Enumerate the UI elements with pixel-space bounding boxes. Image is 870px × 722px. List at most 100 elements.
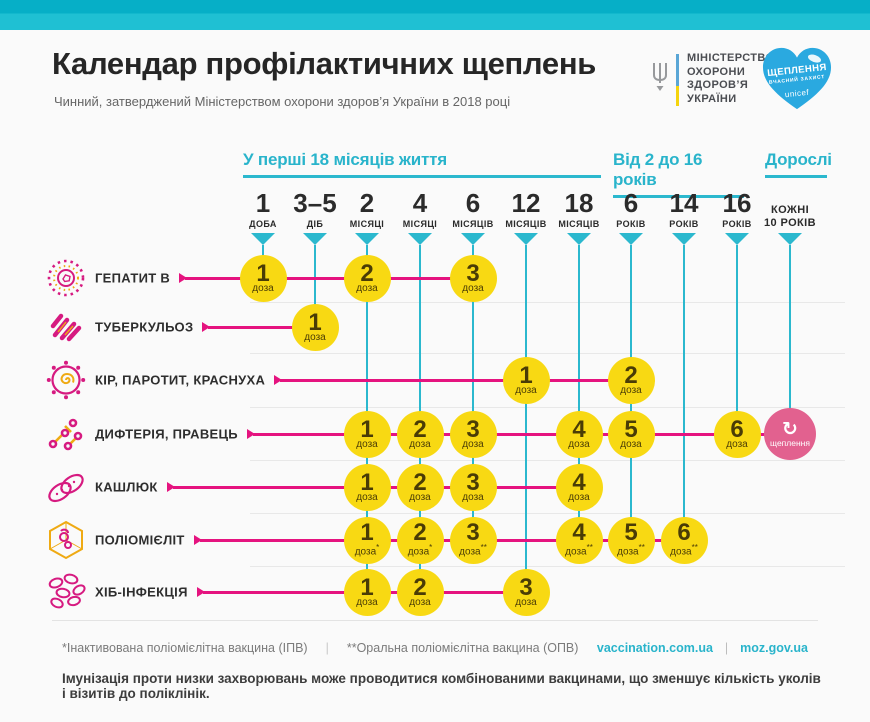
dose-circle: 1 доза* [343,516,391,564]
column-timeline-line [314,245,316,327]
dose-circle: 3 доза [502,568,550,616]
dose-number: 3 [466,468,480,496]
column-marker-triangle-icon [567,233,591,245]
dose-circle: 4 доза** [555,516,603,564]
row-connector-line [208,325,315,329]
column-value: 6 [623,188,639,218]
ministry-name: МІНІСТЕРСТВО ОХОРОНИ ЗДОРОВ’Я УКРАЇНИ [687,52,775,105]
dose-label: доза [568,491,590,503]
dose-number: 4 [572,415,586,443]
dose-label: доза** [565,543,593,558]
column-marker-triangle-icon [461,233,485,245]
dose-circle: 3 доза** [449,516,497,564]
pertussis-bacteria-icon [44,465,88,509]
footnote-divider: | [325,641,329,655]
column-marker-triangle-icon [778,233,802,245]
dose-circle: 2 доза* [396,516,444,564]
column-unit: МІСЯЦІВ [452,219,494,229]
footer-links: vaccination.com.ua | moz.gov.ua [597,641,808,655]
column-marker-triangle-icon [355,233,379,245]
column-timeline-line [736,245,738,434]
dose-number: 3 [466,415,480,443]
column-value: 16 [722,188,752,218]
column-timeline-line [789,245,791,434]
dose-label: доза* [407,543,433,558]
dose-label: доза [515,596,537,608]
dose-number: 3 [466,259,480,287]
dose-circle: 4 доза [555,410,603,458]
section-adults: Дорослі [765,150,832,178]
dose-label: доза [462,282,484,294]
column-value: 12 [511,188,541,218]
footnote-ipv: *Інактивована поліомієлітна вакцина (ІПВ… [62,641,308,655]
vaccination-heart-logo: ЩЕПЛЕННЯ ВЧАСНИЙ ЗАХИСТ unicef [758,44,836,114]
grid-bottom-separator [52,620,818,621]
column-value: 1 [255,188,271,218]
column-unit: РОКІВ [669,219,699,229]
dose-number: 3 [519,573,533,601]
section-underline [243,175,601,178]
dose-label: доза** [617,543,645,558]
row-arrow-icon [274,375,282,385]
dose-circle: 2 доза [396,410,444,458]
dose-number: 5 [624,519,638,547]
dose-number: 2 [413,519,427,547]
section-underline [765,175,827,178]
dose-circle: 6 доза [713,410,761,458]
dose-circle: 1 доза [343,410,391,458]
dose-number: 1 [360,415,374,443]
dose-circle: 1 доза [291,303,339,351]
column-marker-triangle-icon [514,233,538,245]
link-divider: | [724,641,729,655]
column-marker-triangle-icon [303,233,327,245]
dose-label: доза [356,491,378,503]
disease-label: ХІБ-ІНФЕКЦІЯ [95,584,188,600]
column-header: 2 МІСЯЦІ [327,182,407,230]
hepatitis-b-virus-icon [44,256,88,300]
dose-circle: 1 доза [502,356,550,404]
dose-number: 6 [677,519,691,547]
vaccination-link[interactable]: vaccination.com.ua [596,641,713,655]
column-timeline-line [683,245,685,540]
refresh-icon: ↻ [782,418,798,440]
dose-label: доза [620,384,642,396]
footnote-opv: **Оральна поліомієлітна вакцина (ОПВ) [346,641,579,655]
column-header: 12 МІСЯЦІВ [486,182,566,230]
dose-number: 2 [413,468,427,496]
row-arrow-icon [197,587,205,597]
dose-number: 1 [360,519,374,547]
dose-circle: 6 доза** [660,516,708,564]
row-arrow-icon [194,535,202,545]
dose-label: доза [356,596,378,608]
column-header: 14 РОКІВ [644,182,724,230]
moz-link[interactable]: moz.gov.ua [740,641,808,655]
page-subtitle: Чинний, затверджений Міністерством охоро… [54,94,511,109]
flag-divider-bar [676,54,679,106]
column-header: 1 ДОБА [223,182,303,230]
dose-label: доза [462,438,484,450]
column-header: 6 МІСЯЦІВ [433,182,513,230]
ministry-logo: МІНІСТЕРСТВО ОХОРОНИ ЗДОРОВ’Я УКРАЇНИ [650,52,774,106]
dose-label: доза [409,491,431,503]
dose-circle: 5 доза [607,410,655,458]
column-marker-triangle-icon [251,233,275,245]
column-unit: МІСЯЦІВ [558,219,600,229]
row-separator [250,353,845,354]
column-unit: РОКІВ [616,219,646,229]
dose-label: доза** [670,543,698,558]
dose-circle: 3 доза [449,463,497,511]
disease-label: КАШЛЮК [95,479,158,495]
disease-label: КІР, ПАРОТИТ, КРАСНУХА [95,372,266,388]
column-marker-triangle-icon [619,233,643,245]
column-value: 3–5 [293,188,337,218]
disease-label: ТУБЕРКУЛЬОЗ [95,319,194,335]
dose-number: 1 [360,468,374,496]
polio-virus-icon [44,518,88,562]
dose-label: доза [304,331,326,343]
dose-label: доза [515,384,537,396]
dose-circle: 2 доза [396,568,444,616]
column-unit: МІСЯЦІВ [505,219,547,229]
dose-label: доза [620,438,642,450]
dose-label: доза [726,438,748,450]
row-connector-line [280,378,631,382]
